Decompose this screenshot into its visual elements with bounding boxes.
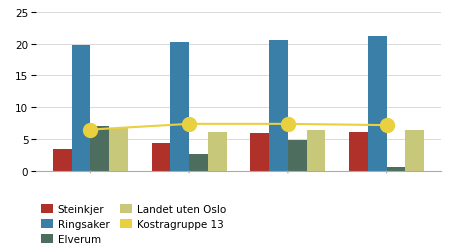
Legend: Steinkjer, Ringsaker, Elverum, Landet uten Oslo, Kostragruppe 13: Steinkjer, Ringsaker, Elverum, Landet ut… [41, 204, 226, 244]
Bar [208, 132, 227, 171]
Bar [189, 154, 208, 171]
Bar [306, 131, 325, 171]
Bar [368, 37, 387, 171]
Bar [72, 46, 90, 171]
Bar [288, 141, 306, 171]
Bar [109, 129, 128, 171]
Bar [387, 168, 405, 171]
Bar [405, 131, 424, 171]
Bar [152, 143, 171, 171]
Bar [171, 42, 189, 171]
Bar [269, 41, 288, 171]
Bar [53, 150, 72, 171]
Bar [349, 133, 368, 171]
Bar [90, 127, 109, 171]
Bar [250, 133, 269, 171]
